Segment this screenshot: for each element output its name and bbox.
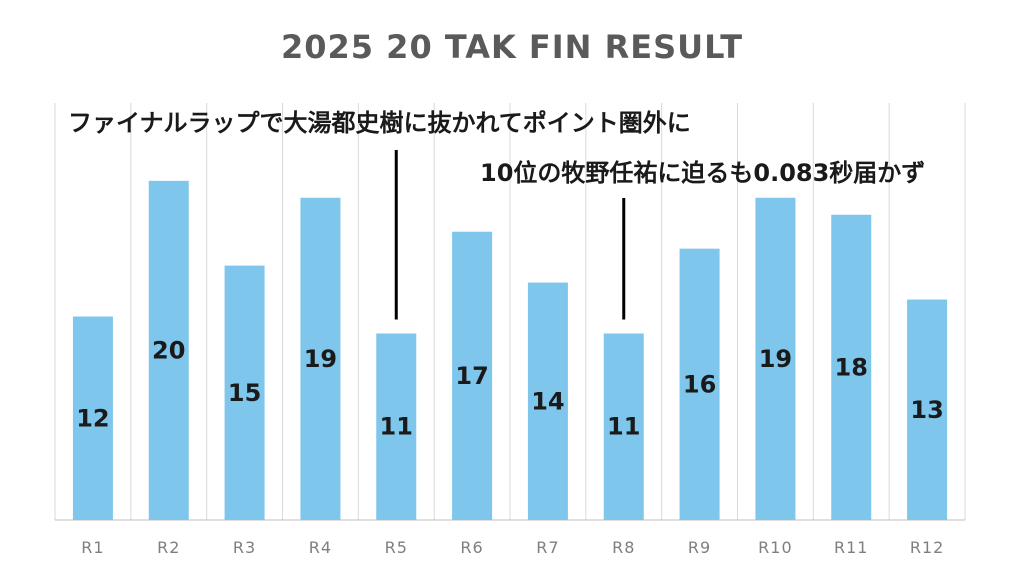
bar-R12: [907, 299, 948, 520]
bars: 12 20 15 19 11 17 14 11 16 19 18 13: [72, 180, 948, 521]
bar-R4: [300, 197, 341, 520]
bar-R3: [224, 265, 265, 520]
x-axis-ticks: R1 R2 R3 R4 R5 R6 R7 R8 R9 R10 R11 R12: [81, 538, 944, 557]
data-label-R11: 18: [835, 353, 868, 381]
tick-label-R11: R11: [834, 538, 868, 557]
data-label-R6: 17: [455, 362, 488, 390]
data-label-R1: 12: [76, 404, 109, 432]
tick-label-R7: R7: [536, 538, 559, 557]
bar-R7: [527, 282, 568, 520]
data-label-R12: 13: [910, 396, 943, 424]
data-label-R5: 11: [380, 413, 413, 441]
tick-label-R12: R12: [910, 538, 944, 557]
data-label-R9: 16: [683, 370, 716, 398]
bar-R11: [831, 214, 872, 520]
data-label-R3: 15: [228, 379, 261, 407]
annotations: ファイナルラップで大湯都史樹に抜かれてポイント圏外に 10位の牧野任祐に迫るも0.…: [68, 109, 925, 320]
gridlines: [54, 103, 966, 521]
annotation-text-R8: 10位の牧野任祐に迫るも0.083秒届かず: [480, 159, 925, 187]
bar-R5: [376, 333, 417, 520]
tick-label-R1: R1: [81, 538, 104, 557]
chart-title: 2025 20 TAK FIN RESULT: [281, 28, 743, 66]
tick-label-R2: R2: [157, 538, 180, 557]
data-label-R10: 19: [759, 345, 792, 373]
bar-R8: [603, 333, 644, 520]
bar-R2: [148, 180, 189, 521]
bar-R10: [755, 197, 796, 520]
data-label-R7: 14: [531, 387, 564, 415]
tick-label-R6: R6: [460, 538, 483, 557]
data-label-R4: 19: [304, 345, 337, 373]
tick-label-R9: R9: [688, 538, 711, 557]
data-label-R8: 11: [607, 413, 640, 441]
tick-label-R10: R10: [758, 538, 792, 557]
annotation-text-R5: ファイナルラップで大湯都史樹に抜かれてポイント圏外に: [68, 109, 691, 137]
bar-R6: [452, 231, 493, 521]
tick-label-R8: R8: [612, 538, 635, 557]
tick-label-R5: R5: [385, 538, 408, 557]
tick-label-R4: R4: [309, 538, 332, 557]
data-label-R2: 20: [152, 336, 185, 364]
bar-R9: [679, 248, 720, 520]
bar-R1: [72, 316, 113, 520]
tick-label-R3: R3: [233, 538, 256, 557]
